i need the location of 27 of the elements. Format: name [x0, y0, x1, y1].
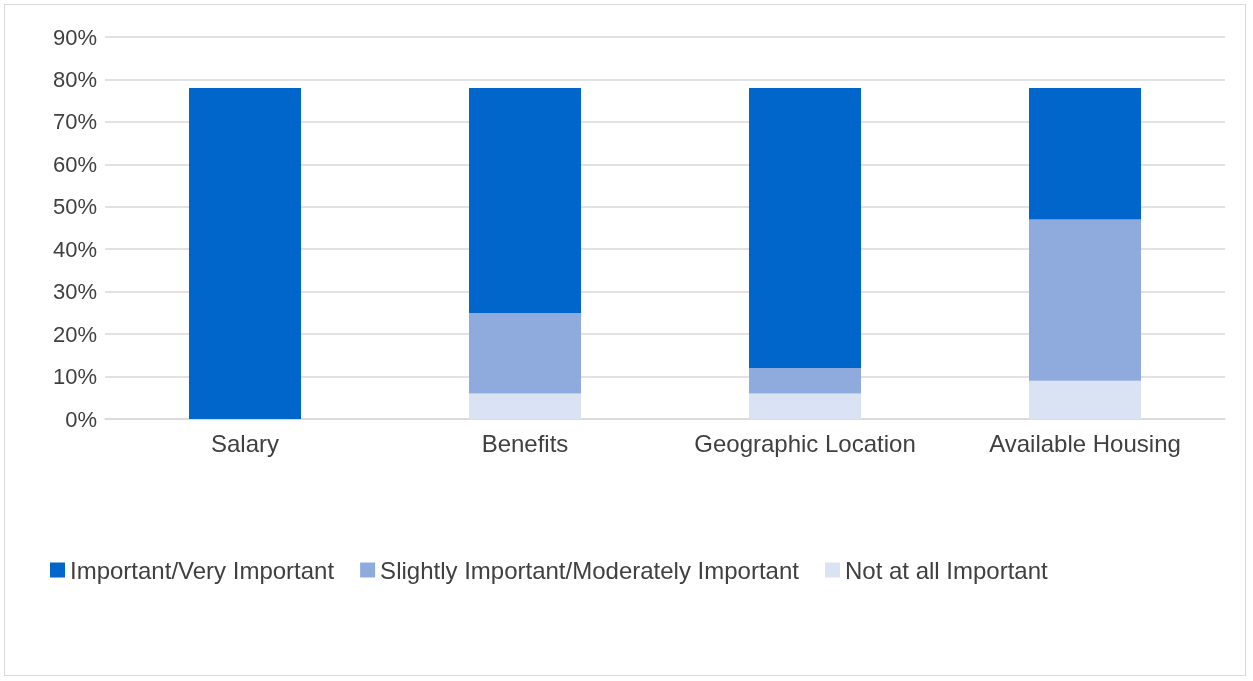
legend-label: Not at all Important	[844, 556, 1049, 584]
bar	[189, 87, 301, 419]
bar	[1029, 219, 1141, 381]
y-tick-label: 0%	[65, 406, 97, 432]
y-tick-label: 70%	[52, 109, 97, 135]
legend-label: Important/Very Important	[70, 556, 335, 584]
bar	[749, 368, 861, 394]
x-tick-label: Benefits	[481, 429, 569, 457]
legend-label: Slightly Important/Moderately Important	[380, 556, 800, 584]
bar	[1029, 87, 1141, 220]
y-tick-label: 60%	[52, 151, 97, 177]
bar	[749, 393, 861, 419]
y-tick-label: 50%	[52, 194, 97, 220]
bar	[749, 87, 861, 369]
bar	[469, 312, 581, 394]
bar	[1029, 380, 1141, 419]
y-tick-label: 80%	[52, 66, 97, 92]
y-tick-label: 10%	[52, 364, 97, 390]
y-tick-label: 30%	[52, 279, 97, 305]
x-tick-label: Geographic Location	[694, 429, 916, 457]
y-tick-label: 20%	[52, 321, 97, 347]
x-tick-label: Available Housing	[989, 429, 1181, 457]
bar	[469, 87, 581, 313]
bar	[469, 393, 581, 419]
x-tick-label: Salary	[210, 429, 280, 457]
y-tick-label: 40%	[52, 236, 97, 262]
y-tick-label: 90%	[52, 24, 97, 50]
